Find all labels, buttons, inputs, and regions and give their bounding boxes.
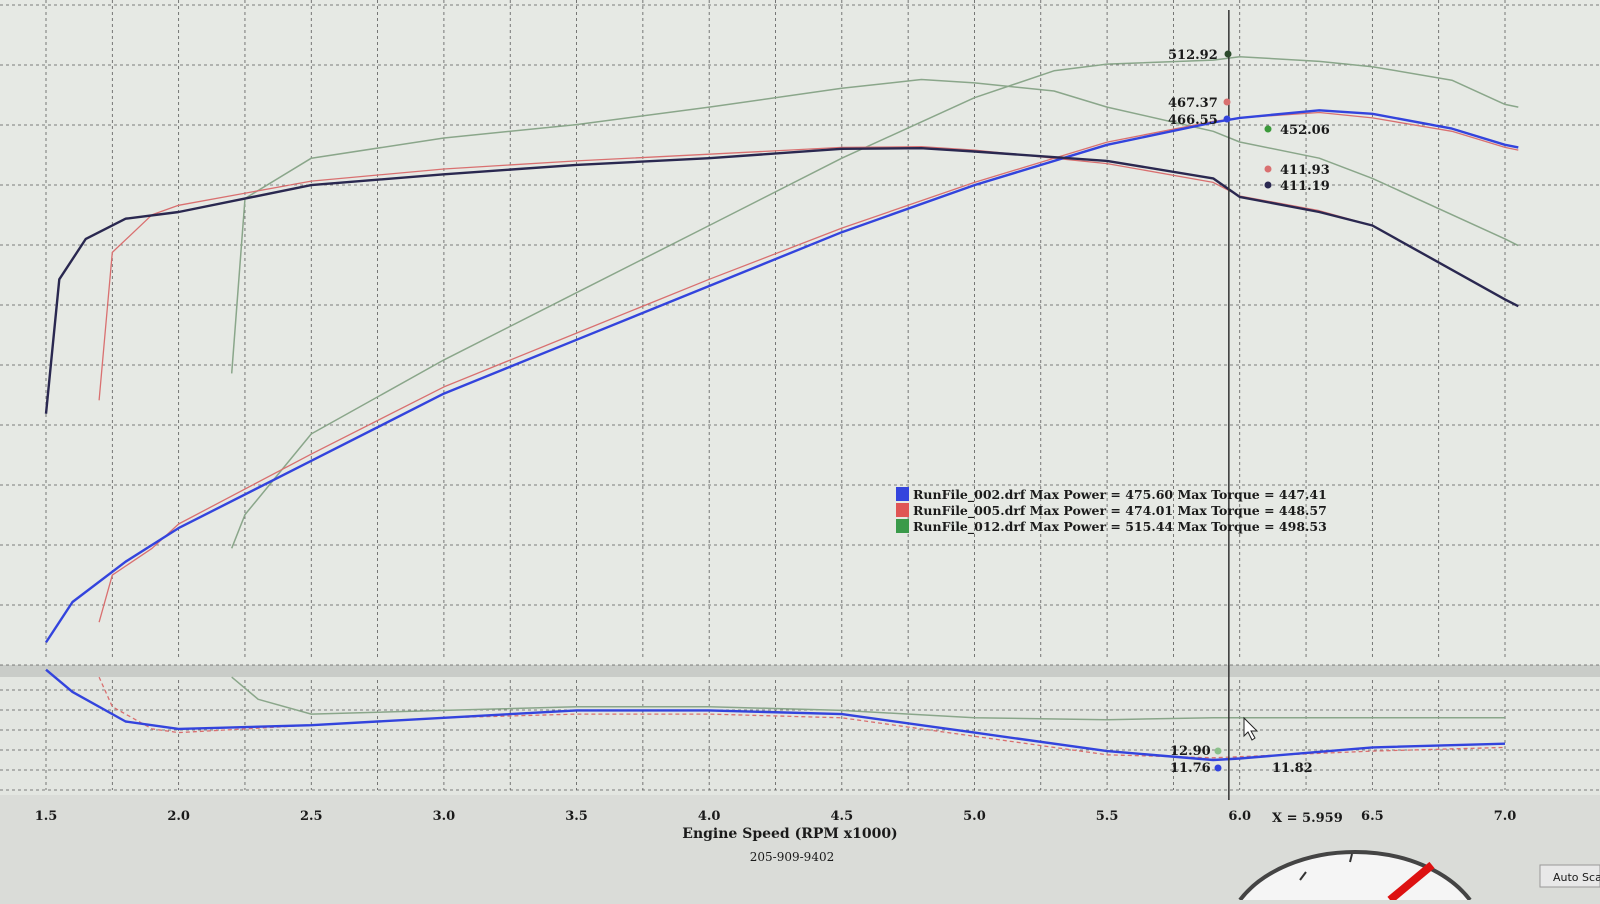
mouse-pointer-icon (1243, 716, 1259, 741)
x-tick-label: 1.5 (35, 809, 58, 824)
x-axis-title: Engine Speed (RPM x1000) (682, 826, 897, 842)
value-label-005-afr: 11.82 (1272, 761, 1313, 776)
value-label-005-torque: 411.93 (1280, 163, 1330, 178)
x-tick-label: 3.5 (565, 809, 588, 824)
marker-012-afr (1214, 747, 1222, 755)
legend-swatch-012 (896, 519, 909, 533)
cursor-markers (1214, 50, 1272, 772)
phone-number: 205-909-9402 (750, 850, 834, 864)
marker-002-afr (1214, 764, 1222, 772)
x-tick-label: 3.0 (433, 809, 456, 824)
value-label-012-torque: 452.06 (1280, 123, 1330, 138)
x-tick-label: 2.0 (167, 809, 190, 824)
legend: RunFile_002.drf Max Power = 475.60 Max T… (896, 487, 1327, 535)
marker-002-torque (1264, 181, 1272, 189)
x-tick-label: 5.5 (1096, 809, 1119, 824)
series-005-power-line (98, 111, 1519, 623)
legend-swatch-002 (896, 487, 909, 501)
series-005-afr-line (98, 676, 1506, 759)
value-label-002-power: 466.55 (1168, 113, 1218, 128)
legend-entry-012: RunFile_012.drf Max Power = 515.44 Max T… (913, 519, 1327, 535)
legend-entry-005: RunFile_005.drf Max Power = 474.01 Max T… (913, 503, 1327, 519)
gauge-icon (1238, 849, 1472, 904)
x-tick-label: 6.0 (1228, 809, 1251, 824)
legend-swatch-005 (896, 503, 909, 517)
legend-entry-002: RunFile_002.drf Max Power = 475.60 Max T… (913, 487, 1327, 503)
marker-012-torque (1264, 125, 1272, 133)
cursor-readout: X = 5.959 (1272, 811, 1343, 826)
x-tick-label: 6.5 (1361, 809, 1384, 824)
x-tick-label: 4.5 (831, 809, 854, 824)
series-012-afr-line (231, 676, 1505, 721)
afr-plot-area (0, 677, 1600, 795)
value-label-012-afr: 12.90 (1170, 744, 1211, 759)
svg-text:Auto Sca: Auto Sca (1553, 871, 1600, 884)
series-012-torque-line (230, 78, 1519, 374)
series-012-power-line (231, 55, 1519, 549)
value-label-002-torque: 411.19 (1280, 179, 1330, 194)
value-label-005-power: 467.37 (1168, 96, 1218, 111)
value-label-012-power: 512.92 (1168, 48, 1218, 63)
x-tick-label: 4.0 (698, 809, 721, 824)
marker-005-torque (1264, 165, 1272, 173)
series-002-afr-line (45, 668, 1506, 762)
main-plot-area (0, 0, 1600, 665)
x-axis-ticks: 1.5 2.0 2.5 3.0 3.5 4.0 4.5 5.0 5.5 6.0 6.5 7.0 (35, 809, 1517, 824)
marker-005-power (1223, 98, 1231, 106)
series-002-torque-line (44, 146, 1519, 414)
series-002-power-line (44, 109, 1519, 644)
marker-012-power (1224, 50, 1232, 58)
marker-002-power (1223, 115, 1231, 123)
x-tick-label: 2.5 (300, 809, 323, 824)
auto-scale-button[interactable]: Auto Sca (1539, 864, 1600, 888)
plot-divider (0, 665, 1600, 677)
value-label-002-afr: 11.76 (1170, 761, 1211, 776)
series-lines (44, 55, 1519, 762)
x-tick-label: 5.0 (963, 809, 986, 824)
x-tick-label: 7.0 (1494, 809, 1517, 824)
grid (0, 0, 1600, 791)
